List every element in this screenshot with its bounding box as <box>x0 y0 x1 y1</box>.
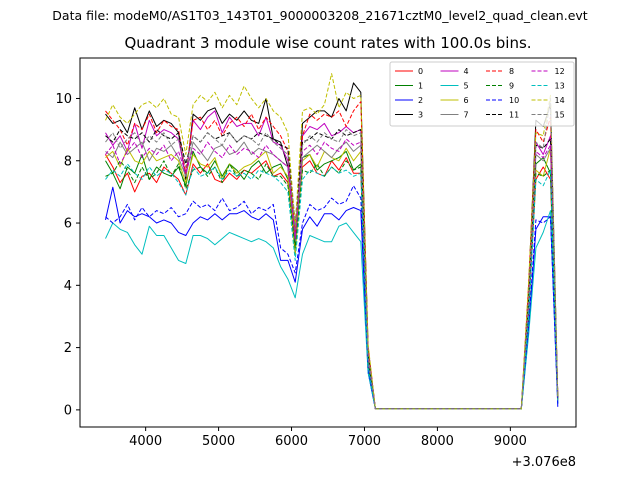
legend-label: 2 <box>418 96 423 105</box>
legend-label: 6 <box>464 96 469 105</box>
series-line-10 <box>105 185 559 410</box>
legend-label: 10 <box>509 96 519 105</box>
y-tick-label: 6 <box>64 217 72 232</box>
series-line-2 <box>105 186 559 410</box>
plot-frame <box>79 57 577 428</box>
series-line-7 <box>105 141 559 410</box>
y-tick-label: 10 <box>55 92 72 107</box>
series-line-14 <box>105 73 559 410</box>
series-line-13 <box>105 163 559 410</box>
legend-label: 15 <box>555 111 565 120</box>
series-line-3 <box>105 82 559 410</box>
legend-label: 11 <box>509 111 519 120</box>
series-line-4 <box>105 110 559 410</box>
legend-label: 14 <box>555 96 565 105</box>
legend-label: 12 <box>555 67 565 76</box>
series-line-11 <box>105 129 559 410</box>
x-offset-label: +3.076e8 <box>512 455 576 470</box>
series-line-15 <box>105 98 559 410</box>
legend-label: 8 <box>509 67 514 76</box>
x-tick-label: 8000 <box>421 434 454 449</box>
x-tick-label: 9000 <box>494 434 527 449</box>
series-line-0 <box>105 154 559 410</box>
chart-title: Quadrant 3 module wise count rates with … <box>124 34 532 52</box>
legend-label: 0 <box>418 67 423 76</box>
legend-label: 7 <box>464 111 469 120</box>
series-layer <box>105 73 559 410</box>
series-line-1 <box>105 150 559 410</box>
x-tick-label: 6000 <box>275 434 308 449</box>
x-tick-label: 5000 <box>202 434 235 449</box>
x-tick-label: 7000 <box>348 434 381 449</box>
series-line-6 <box>105 147 559 410</box>
y-tick-label: 2 <box>64 341 72 356</box>
y-tick-label: 0 <box>64 403 72 418</box>
legend-label: 4 <box>464 67 469 76</box>
series-line-5 <box>105 210 559 410</box>
legend-label: 9 <box>509 82 514 91</box>
legend-label: 13 <box>555 82 565 91</box>
legend-box <box>389 61 575 127</box>
x-tick-label: 4000 <box>129 434 162 449</box>
figure-suptitle: Data file: modeM0/AS1T03_143T01_90000032… <box>52 8 588 23</box>
legend-label: 5 <box>464 82 469 91</box>
legend-label: 3 <box>418 111 423 120</box>
y-tick-label: 4 <box>64 279 72 294</box>
y-tick-label: 8 <box>64 154 72 169</box>
legend-label: 1 <box>418 82 423 91</box>
axes-ticks: 4000 5000 6000 7000 8000 9000 0 2 4 6 8 10 <box>55 92 526 449</box>
series-line-12 <box>105 138 559 410</box>
